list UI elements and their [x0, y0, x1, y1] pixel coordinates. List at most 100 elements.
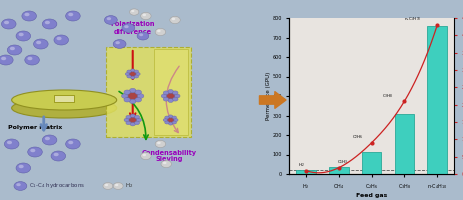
- Circle shape: [7, 141, 12, 144]
- Text: n-C$_4$H$_{10}$: n-C$_4$H$_{10}$: [404, 16, 421, 23]
- Circle shape: [42, 135, 57, 145]
- FancyBboxPatch shape: [154, 49, 188, 135]
- Circle shape: [173, 91, 178, 95]
- Ellipse shape: [12, 90, 117, 110]
- Circle shape: [131, 10, 134, 12]
- Circle shape: [126, 121, 131, 125]
- Circle shape: [113, 40, 126, 48]
- Circle shape: [22, 11, 37, 21]
- Circle shape: [172, 121, 176, 124]
- Circle shape: [105, 16, 117, 24]
- Circle shape: [139, 33, 143, 36]
- Circle shape: [124, 118, 129, 122]
- Circle shape: [163, 91, 169, 95]
- Circle shape: [157, 142, 161, 144]
- Circle shape: [19, 33, 24, 36]
- Text: C$_1$-C$_4$ hydrocarbons: C$_1$-C$_4$ hydrocarbons: [29, 182, 85, 190]
- Circle shape: [165, 121, 169, 124]
- Circle shape: [113, 183, 123, 189]
- Circle shape: [124, 25, 129, 28]
- Circle shape: [1, 57, 6, 60]
- Circle shape: [135, 98, 142, 102]
- Circle shape: [163, 162, 167, 164]
- Circle shape: [165, 116, 169, 119]
- Text: H$_2$: H$_2$: [125, 182, 134, 190]
- Circle shape: [16, 183, 21, 186]
- Circle shape: [131, 76, 135, 79]
- Circle shape: [155, 28, 166, 36]
- Circle shape: [134, 115, 139, 119]
- Ellipse shape: [12, 98, 117, 118]
- Circle shape: [170, 16, 180, 24]
- Circle shape: [172, 116, 176, 119]
- Circle shape: [130, 122, 135, 126]
- Circle shape: [130, 114, 135, 118]
- Circle shape: [143, 14, 146, 16]
- Circle shape: [42, 19, 57, 29]
- Circle shape: [33, 39, 48, 49]
- Circle shape: [45, 21, 50, 24]
- Circle shape: [54, 153, 59, 156]
- Circle shape: [127, 92, 138, 100]
- Circle shape: [51, 151, 66, 161]
- Circle shape: [36, 41, 41, 44]
- Text: Polymer matrix: Polymer matrix: [8, 126, 62, 130]
- Circle shape: [66, 11, 80, 21]
- Circle shape: [134, 121, 139, 125]
- Circle shape: [168, 90, 174, 93]
- Circle shape: [127, 75, 131, 78]
- Circle shape: [143, 154, 146, 156]
- Text: C$_3$H$_8$: C$_3$H$_8$: [382, 92, 394, 100]
- Circle shape: [161, 94, 167, 98]
- Text: Condensability
Sieving: Condensability Sieving: [142, 150, 197, 162]
- Text: H$_2$: H$_2$: [298, 161, 305, 169]
- Circle shape: [161, 160, 171, 168]
- Circle shape: [126, 115, 131, 119]
- Circle shape: [138, 94, 144, 98]
- FancyBboxPatch shape: [106, 47, 191, 137]
- Circle shape: [125, 72, 130, 75]
- Text: Polarization
difference: Polarization difference: [111, 21, 155, 34]
- Circle shape: [25, 55, 39, 65]
- Circle shape: [167, 118, 174, 122]
- Circle shape: [115, 41, 120, 44]
- Circle shape: [130, 9, 139, 15]
- Circle shape: [56, 37, 62, 40]
- Circle shape: [163, 97, 169, 101]
- Circle shape: [30, 149, 35, 152]
- Circle shape: [105, 184, 108, 186]
- Bar: [362, 152, 382, 174]
- Circle shape: [4, 139, 19, 149]
- Circle shape: [175, 94, 180, 98]
- Bar: [296, 170, 316, 174]
- Circle shape: [115, 184, 119, 186]
- Circle shape: [131, 69, 135, 72]
- X-axis label: Feed gas: Feed gas: [356, 193, 387, 198]
- Circle shape: [174, 118, 178, 121]
- Circle shape: [25, 13, 30, 16]
- Circle shape: [124, 90, 131, 94]
- Circle shape: [141, 12, 151, 20]
- Circle shape: [0, 55, 13, 65]
- Circle shape: [136, 72, 140, 75]
- Bar: [427, 26, 447, 174]
- Circle shape: [122, 94, 128, 98]
- Circle shape: [45, 137, 50, 140]
- Circle shape: [129, 72, 136, 76]
- Circle shape: [141, 152, 151, 160]
- Text: C$_1$H$_3$: C$_1$H$_3$: [337, 159, 349, 166]
- Circle shape: [130, 88, 136, 93]
- FancyArrowPatch shape: [259, 92, 286, 108]
- Circle shape: [68, 141, 73, 144]
- FancyBboxPatch shape: [54, 95, 75, 102]
- Circle shape: [169, 122, 173, 125]
- Circle shape: [135, 90, 142, 94]
- Circle shape: [4, 21, 9, 24]
- Y-axis label: Permeance (GPU): Permeance (GPU): [266, 72, 271, 120]
- Circle shape: [136, 118, 141, 122]
- Circle shape: [16, 163, 31, 173]
- Circle shape: [129, 117, 137, 123]
- Circle shape: [127, 70, 131, 73]
- Circle shape: [122, 24, 135, 32]
- Circle shape: [130, 99, 136, 104]
